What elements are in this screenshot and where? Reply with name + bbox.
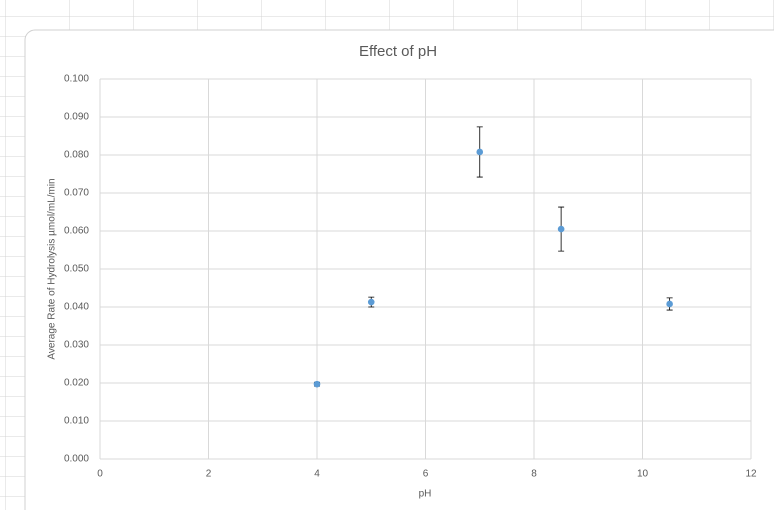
x-tick-label: 6 (423, 469, 429, 480)
data-point (367, 298, 375, 306)
x-tick-label: 4 (314, 469, 320, 480)
x-tick-label: 2 (206, 469, 212, 480)
y-tick-label: 0.040 (64, 302, 89, 313)
y-tick-label: 0.060 (64, 226, 89, 237)
data-point (476, 148, 484, 156)
chart-area (24, 29, 774, 510)
y-tick-label: 0.030 (64, 340, 89, 351)
x-tick-label: 0 (97, 469, 103, 480)
x-tick-label: 8 (531, 469, 537, 480)
y-tick-label: 0.050 (64, 264, 89, 275)
x-tick-label: 12 (745, 469, 757, 480)
y-axis-label: Average Rate of Hydrolysis µmol/mL/min (47, 178, 58, 359)
plot-area: 0.000 0.010 0.020 0.030 0.040 0.050 0.060 0.070… (64, 74, 757, 480)
y-tick-label: 0.100 (64, 74, 89, 85)
data-point (557, 225, 565, 233)
y-tick-label: 0.090 (64, 112, 89, 123)
y-tick-label: 0.080 (64, 150, 89, 161)
chart-title: Effect of pH (359, 43, 437, 60)
x-axis-label: pH (419, 489, 432, 500)
y-tick-label: 0.000 (64, 454, 89, 465)
y-tick-label: 0.010 (64, 416, 89, 427)
y-tick-label: 0.070 (64, 188, 89, 199)
x-tick-label: 10 (637, 469, 649, 480)
y-tick-label: 0.020 (64, 378, 89, 389)
data-point (313, 380, 321, 388)
data-point (666, 300, 673, 308)
